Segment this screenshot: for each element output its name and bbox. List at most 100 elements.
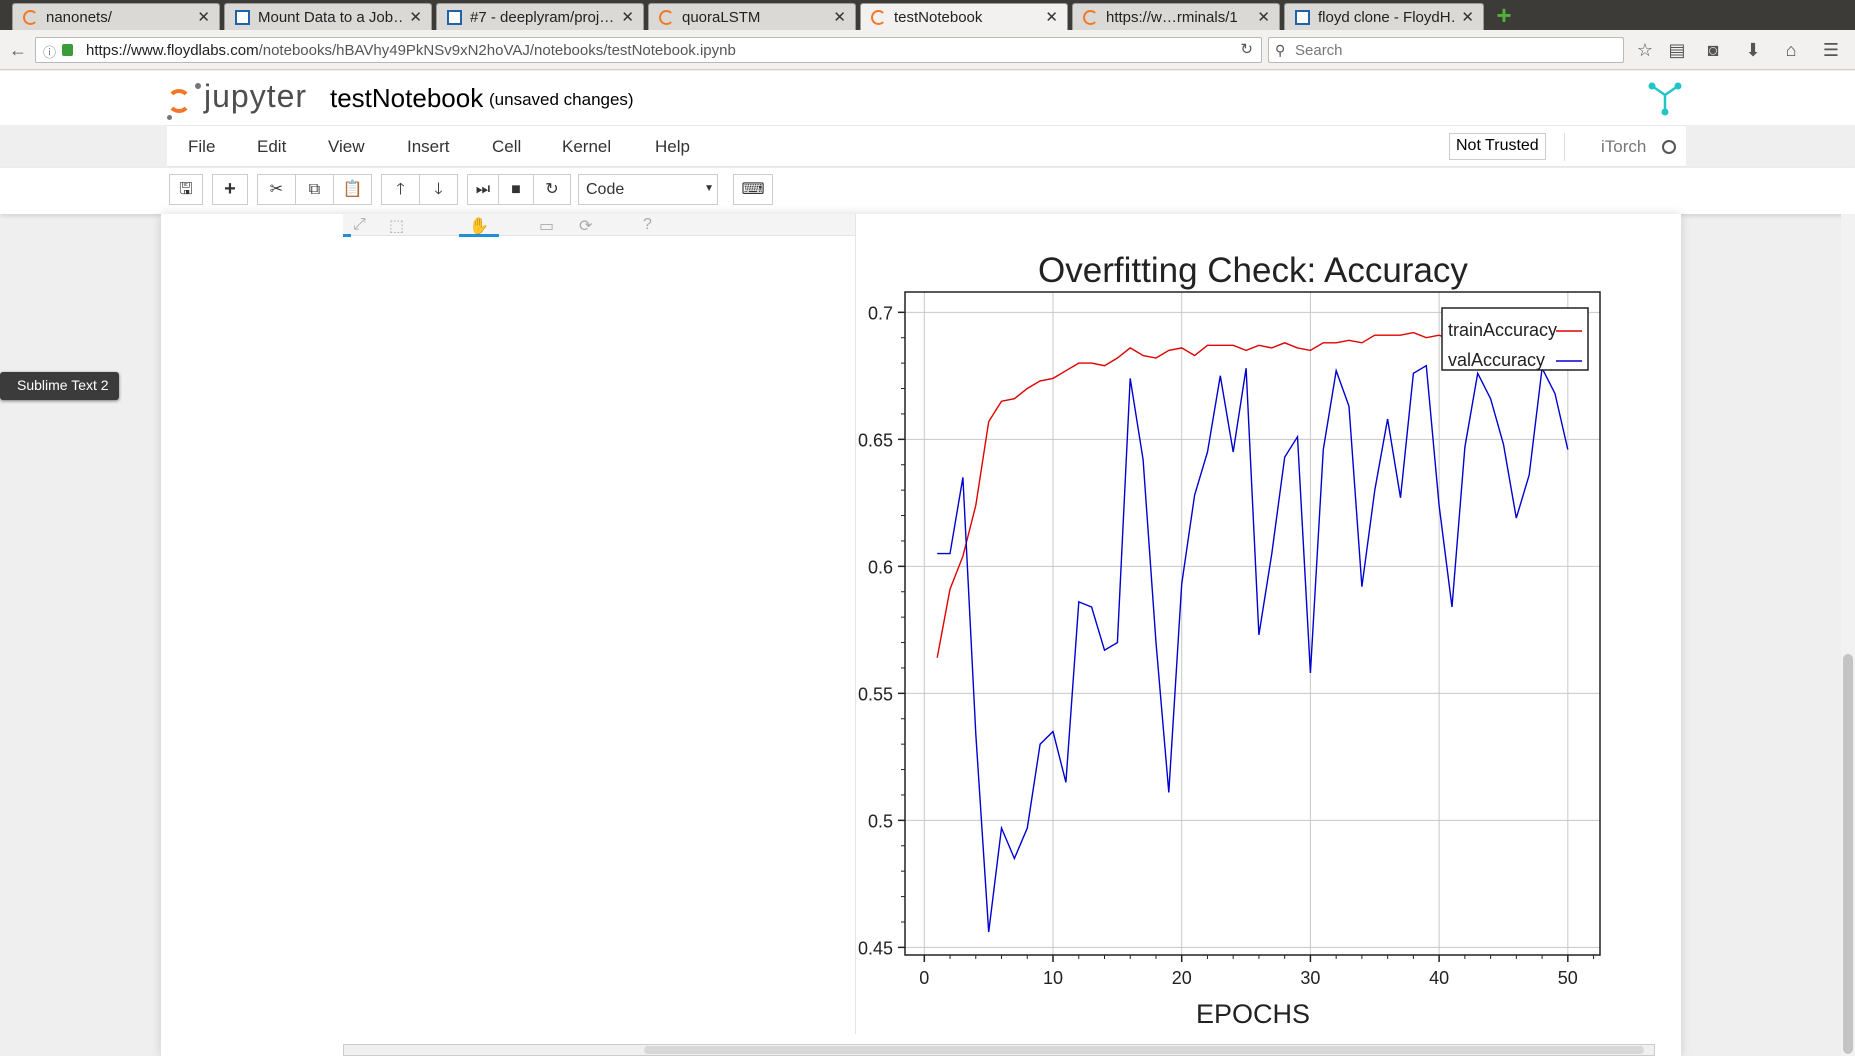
search-icon: ⚲	[1275, 42, 1286, 58]
trust-status-button[interactable]: Not Trusted	[1449, 133, 1546, 160]
info-icon[interactable]: ⓘ	[43, 45, 57, 60]
output-horizontal-scrollbar[interactable]	[343, 1044, 1655, 1056]
jupyter-icon	[1083, 10, 1098, 25]
hamburger-menu-icon[interactable]: ☰	[1822, 40, 1840, 60]
launcher-tooltip: Sublime Text 2	[0, 372, 119, 400]
keyboard-shortcuts-icon[interactable]: ⌨	[733, 174, 773, 205]
close-icon[interactable]: ✕	[409, 9, 422, 26]
new-tab-icon[interactable]: +	[1496, 0, 1512, 30]
browser-tab[interactable]: https://w…rminals/1 ✕	[1072, 3, 1280, 30]
y-tick-label: 0.5	[868, 811, 893, 831]
jupyter-icon	[23, 10, 38, 25]
browser-tab[interactable]: nanonets/ ✕	[12, 3, 220, 30]
menu-file[interactable]: File	[188, 137, 216, 156]
save-icon[interactable]: 🖫	[169, 174, 203, 205]
kernel-idle-indicator-icon	[1662, 140, 1676, 154]
copy-icon[interactable]: ⧉	[295, 174, 334, 205]
pocket-icon[interactable]: ◙	[1707, 40, 1719, 60]
close-icon[interactable]: ✕	[1045, 9, 1058, 26]
plot-toolbar: ⤢ ⬚ ✋ ▭ ⟳ ?	[343, 214, 856, 237]
series-line-valAccuracy	[937, 364, 1569, 933]
notebook-toolbar: 🖫 + ✂ ⧉ 📋 🡑 🡓 ⏭ ■ ↻ Code ▼ ⌨	[0, 168, 1855, 214]
jupyter-header: jupyter testNotebook (unsaved changes)	[0, 71, 1855, 125]
notebook-name[interactable]: testNotebook	[330, 83, 484, 113]
bookmark-star-icon[interactable]: ☆	[1636, 40, 1654, 60]
menu-edit[interactable]: Edit	[257, 137, 287, 156]
menu-kernel[interactable]: Kernel	[562, 137, 612, 156]
url-host: https://www.floydlabs.com	[86, 42, 259, 59]
browser-tab[interactable]: quoraLSTM ✕	[648, 3, 856, 30]
chart-legend: trainAccuracy valAccuracy	[1441, 307, 1589, 371]
tab-label: #7 - deeplyram/proj…	[470, 9, 615, 26]
restart-kernel-icon[interactable]: ↻	[533, 174, 571, 205]
search-input[interactable]: ⚲ Search	[1268, 37, 1624, 63]
page-vertical-scrollbar[interactable]	[1841, 214, 1855, 1056]
zoom-tool-icon[interactable]: ⤢	[353, 216, 366, 233]
browser-tab[interactable]: floyd clone - FloydH… ✕	[1284, 3, 1484, 30]
cell-type-select[interactable]: Code ▼	[578, 174, 718, 205]
y-tick-label: 0.45	[858, 938, 893, 958]
chart-axes: 0.45 0.5 0.55 0.6 0.65 0.7 0 10 20 30 40 50	[858, 303, 1595, 988]
save-plot-icon[interactable]: ▭	[539, 218, 555, 235]
close-icon[interactable]: ✕	[833, 9, 846, 26]
back-icon[interactable]: ←	[9, 40, 27, 60]
reading-list-icon[interactable]: ▤	[1668, 40, 1686, 60]
help-icon[interactable]: ?	[643, 216, 652, 233]
tab-label: testNotebook	[894, 9, 983, 26]
legend-label: trainAccuracy	[1448, 320, 1557, 340]
interrupt-kernel-icon[interactable]: ■	[498, 174, 534, 205]
floydhub-logo-icon[interactable]	[1644, 79, 1686, 119]
plot-frame-edge	[855, 214, 856, 1034]
menu-help[interactable]: Help	[655, 137, 690, 156]
y-tick-label: 0.65	[858, 430, 893, 450]
menu-insert[interactable]: Insert	[407, 137, 450, 156]
move-up-icon[interactable]: 🡑	[381, 174, 420, 205]
search-placeholder: Search	[1295, 42, 1343, 59]
active-tool-indicator	[459, 234, 499, 237]
page-icon	[1295, 10, 1310, 25]
page-icon	[235, 10, 250, 25]
box-select-tool-icon[interactable]: ⬚	[389, 218, 405, 235]
jupyter-icon	[659, 10, 674, 25]
download-icon[interactable]: ⬇	[1745, 40, 1761, 60]
y-tick-label: 0.6	[868, 557, 893, 577]
x-tick-label: 20	[1172, 968, 1192, 988]
browser-tab[interactable]: Mount Data to a Job… ✕	[224, 3, 432, 30]
scrollbar-thumb[interactable]	[1843, 654, 1853, 1054]
jupyter-logo-text[interactable]: jupyter	[204, 78, 308, 114]
save-status: (unsaved changes)	[489, 90, 634, 109]
close-icon[interactable]: ✕	[197, 9, 210, 26]
browser-tab[interactable]: #7 - deeplyram/proj… ✕	[436, 3, 644, 30]
scrollbar-thumb[interactable]	[644, 1046, 1644, 1054]
close-icon[interactable]: ✕	[1257, 9, 1270, 26]
menu-divider	[1564, 133, 1565, 161]
browser-tab-active[interactable]: testNotebook ✕	[860, 3, 1068, 31]
move-down-icon[interactable]: 🡓	[419, 174, 458, 205]
reset-plot-icon[interactable]: ⟳	[579, 218, 593, 235]
url-bar[interactable]: ⓘ https://www.floydlabs.com/notebooks/hB…	[35, 37, 1262, 63]
menu-view[interactable]: View	[328, 137, 365, 156]
close-icon[interactable]: ✕	[621, 9, 634, 26]
run-cell-icon[interactable]: ⏭	[467, 174, 499, 205]
legend-box	[1441, 307, 1589, 371]
tab-label: Mount Data to a Job…	[258, 9, 403, 26]
home-icon[interactable]: ⌂	[1785, 40, 1797, 60]
jupyter-logo-icon[interactable]	[165, 79, 209, 121]
browser-nav-bar: ← ⓘ https://www.floydlabs.com/notebooks/…	[0, 30, 1855, 70]
pan-tool-icon[interactable]: ✋	[469, 218, 489, 235]
chart-grid	[905, 292, 1600, 955]
menu-cell[interactable]: Cell	[492, 137, 522, 156]
insert-cell-icon[interactable]: +	[212, 174, 248, 205]
x-tick-label: 40	[1429, 968, 1449, 988]
tab-label: floyd clone - FloydH…	[1318, 9, 1455, 26]
x-axis-label: EPOCHS	[1196, 999, 1310, 1029]
cut-icon[interactable]: ✂	[257, 174, 296, 205]
close-icon[interactable]: ✕	[1461, 9, 1474, 26]
legend-label: valAccuracy	[1448, 350, 1545, 370]
x-tick-label: 10	[1043, 968, 1063, 988]
cell-type-value: Code	[586, 181, 625, 198]
chart-title: Overfitting Check: Accuracy	[1038, 251, 1468, 290]
paste-icon[interactable]: 📋	[333, 174, 372, 205]
reload-icon[interactable]: ↻	[1240, 41, 1253, 58]
active-tool-indicator	[343, 234, 351, 237]
